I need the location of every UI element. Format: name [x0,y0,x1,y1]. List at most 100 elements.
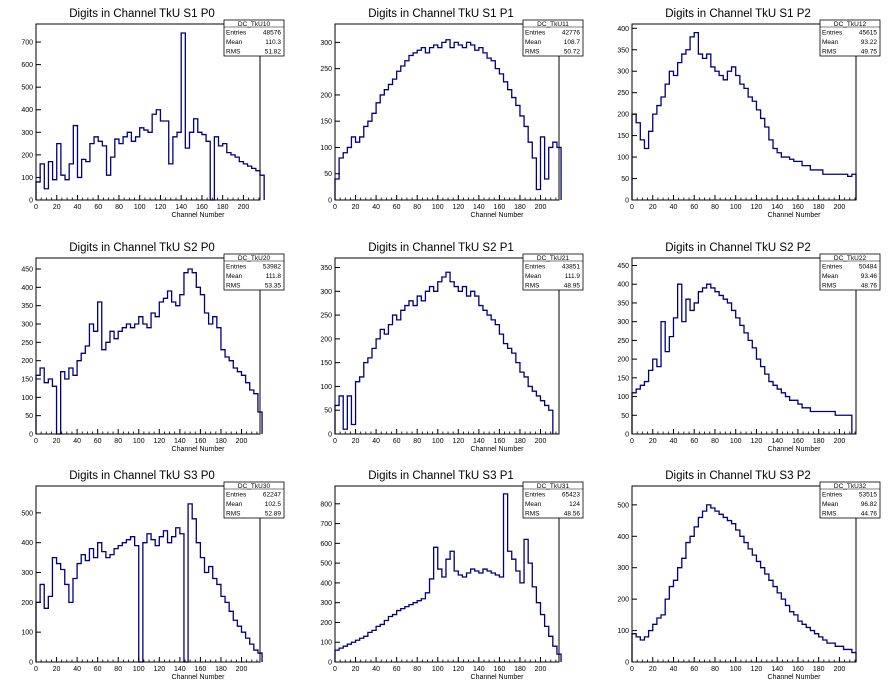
x-tick-label: 0 [630,438,634,445]
x-tick-label: 200 [238,204,250,211]
x-tick-label: 40 [73,666,81,673]
x-tick-label: 60 [393,204,401,211]
x-tick-label: 80 [115,204,123,211]
histogram-series-line [631,283,853,434]
y-tick-label: 100 [617,155,629,162]
x-tick-label: 100 [432,204,444,211]
x-tick-label: 40 [372,438,380,445]
histogram-panel: Digits in Channel TkU S1 P0 0 20 40 60 80 100 1… [21,8,285,219]
stats-label: Entries [822,30,843,37]
x-tick-label: 160 [195,666,207,673]
y-tick-label: 0 [625,660,629,667]
stats-value: 124 [569,501,580,508]
y-tick-label: 0 [625,198,629,205]
y-tick-label: 150 [617,133,629,140]
stats-value: 44.76 [861,511,878,518]
x-tick-label: 140 [174,438,186,445]
stats-label: Entries [525,30,546,37]
x-tick-label: 160 [195,438,207,445]
x-axis-label: Channel Number [768,674,822,681]
x-tick-label: 180 [514,666,526,673]
chart-title: Digits in Channel TkU S2 P1 [368,242,514,254]
x-tick-label: 160 [494,204,506,211]
x-tick-label: 80 [711,204,719,211]
y-tick-label: 300 [617,69,629,76]
stats-value: 48.76 [861,283,878,290]
x-tick-label: 40 [670,666,678,673]
y-tick-label: 800 [320,501,332,508]
x-tick-label: 180 [215,666,227,673]
y-tick-label: 0 [328,660,332,667]
y-tick-label: 200 [21,152,33,159]
x-tick-label: 200 [236,666,248,673]
stats-name: DC_TkU22 [834,255,867,262]
x-tick-label: 80 [711,666,719,673]
y-tick-label: 450 [21,267,33,274]
stats-value: 45615 [859,30,877,37]
stats-value: 108.7 [564,39,581,46]
y-tick-label: 200 [320,336,332,343]
y-tick-label: 400 [617,26,629,33]
stats-name: DC_TkU12 [834,21,867,28]
stats-label: Entries [822,264,843,271]
plot-frame [334,257,560,435]
x-tick-label: 160 [792,204,804,211]
x-tick-label: 120 [751,666,763,673]
y-tick-label: 200 [320,620,332,627]
x-tick-label: 140 [174,666,186,673]
x-axis-label: Channel Number [471,674,525,681]
stats-name: DC_TkU10 [238,21,271,28]
x-tick-label: 120 [452,438,464,445]
y-tick-label: 250 [617,90,629,97]
y-tick-label: 350 [617,300,629,307]
x-tick-label: 40 [74,204,82,211]
y-tick-label: 400 [320,580,332,587]
histogram-panel: Digits in Channel TkU S3 P1 0 20 40 60 80 100 1… [320,470,584,681]
x-tick-label: 0 [34,666,38,673]
x-tick-label: 180 [514,438,526,445]
stats-label: RMS [525,49,540,56]
x-tick-label: 0 [34,204,38,211]
y-tick-label: 600 [320,541,332,548]
y-tick-label: 300 [617,319,629,326]
stats-value: 53515 [859,492,877,499]
x-tick-label: 0 [630,666,634,673]
y-tick-label: 500 [21,85,33,92]
stats-name: DC_TkU20 [238,255,271,262]
chart-title: Digits in Channel TkU S2 P2 [665,242,811,254]
y-tick-label: 50 [621,176,629,183]
x-tick-label: 80 [413,666,421,673]
stats-label: Entries [226,264,247,271]
stats-box [819,481,881,519]
x-tick-label: 120 [751,204,763,211]
stats-label: RMS [226,511,241,518]
chart-title: Digits in Channel TkU S1 P2 [665,8,811,20]
x-tick-label: 100 [133,666,145,673]
x-tick-label: 200 [236,438,248,445]
x-tick-label: 200 [834,666,846,673]
histogram-series-line [631,31,857,200]
histogram-panel: Digits in Channel TkU S1 P1 0 20 40 60 80 100 1… [320,8,584,219]
stats-value: 51.82 [265,49,282,56]
x-tick-label: 0 [333,666,337,673]
y-tick-label: 100 [320,640,332,647]
x-tick-label: 140 [771,204,783,211]
stats-value: 43851 [562,264,580,271]
stats-value: 102.5 [265,501,282,508]
x-tick-label: 20 [53,666,61,673]
plot-frame [35,23,261,201]
y-tick-label: 100 [21,630,33,637]
y-tick-label: 0 [328,432,332,439]
x-axis-label: Channel Number [172,446,226,453]
y-tick-label: 700 [320,521,332,528]
y-tick-label: 400 [21,540,33,547]
stats-label: Entries [822,492,843,499]
x-tick-label: 100 [730,204,742,211]
y-tick-label: 500 [320,561,332,568]
x-tick-label: 80 [413,204,421,211]
stats-label: Entries [525,264,546,271]
y-tick-label: 0 [29,432,33,439]
stats-value: 49.75 [861,49,878,56]
histogram-series-line [334,493,562,662]
x-tick-label: 20 [53,204,61,211]
